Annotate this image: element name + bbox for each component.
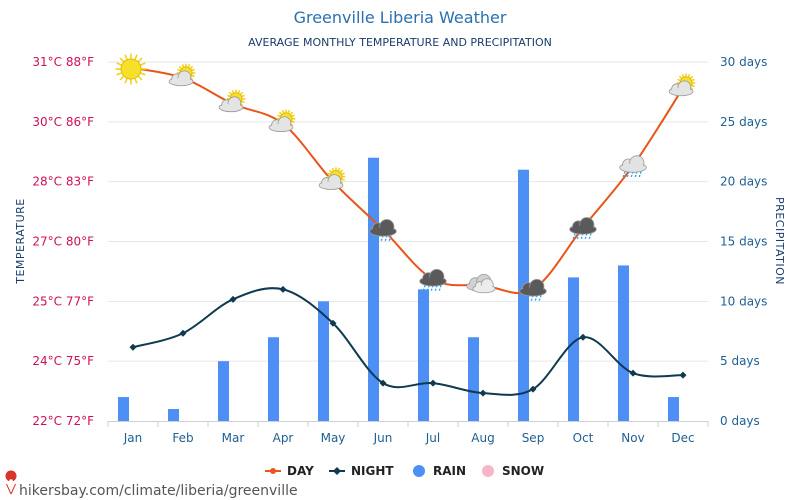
grid-lines — [108, 61, 708, 362]
right-tick-label: 15 days — [720, 235, 767, 249]
night-point — [329, 319, 337, 327]
left-tick-label: 30°C 86°F — [32, 115, 94, 129]
night-point — [679, 371, 687, 379]
day-series-line — [132, 67, 684, 295]
rain-bar — [468, 337, 479, 421]
rain-bar — [668, 397, 679, 421]
x-tick-label: Feb — [172, 431, 193, 445]
weather-icons — [115, 53, 696, 302]
x-tick-label: Dec — [671, 431, 694, 445]
rain-cloud-icon — [369, 219, 397, 242]
chart-title: Greenville Liberia Weather — [294, 8, 507, 27]
rain-bar — [268, 337, 279, 421]
x-tick-label: Oct — [573, 431, 594, 445]
rain-bar — [618, 265, 629, 421]
legend-item-night[interactable]: NIGHT — [329, 464, 394, 478]
partly-cloudy-icon — [168, 63, 196, 87]
temperature-lines — [129, 64, 687, 397]
night-point — [529, 385, 537, 393]
right-tick-label: 5 days — [720, 354, 760, 368]
night-series-line — [132, 287, 684, 396]
rain-bar — [568, 277, 579, 421]
footer-url: hikersbay.com/climate/liberia/greenville — [19, 483, 298, 499]
rain-bar — [168, 409, 179, 421]
legend-label: SNOW — [502, 464, 544, 478]
legend-label: RAIN — [433, 464, 466, 478]
x-tick-label: Nov — [621, 431, 644, 445]
right-axis-ticks: 0 days 5 days 10 days 15 days 20 days 25 days… — [720, 55, 767, 428]
night-point — [429, 379, 437, 387]
left-tick-label: 27°C 80°F — [32, 235, 94, 249]
legend: DAY NIGHT RAIN SNOW — [265, 464, 544, 478]
cloudy-icon — [466, 273, 496, 294]
sun-icon — [115, 53, 147, 85]
left-tick-label: 25°C 77°F — [32, 294, 94, 308]
left-tick-label: 28°C 83°F — [32, 175, 94, 189]
night-point — [129, 343, 137, 351]
right-axis-label: PRECIPITATION — [773, 197, 786, 285]
x-axis: Jan Feb Mar Apr May Jun Jul Aug Sep Oct Nov Dec — [107, 421, 709, 445]
legend-label: DAY — [287, 464, 314, 478]
legend-item-rain[interactable]: RAIN — [413, 464, 466, 478]
location-pin-icon — [5, 470, 17, 495]
location-pin-dot — [9, 479, 13, 483]
rain-bar — [368, 157, 379, 421]
rain-bar — [118, 397, 129, 421]
rain-bar — [218, 361, 229, 421]
x-tick-label: Mar — [222, 431, 245, 445]
legend-item-day[interactable]: DAY — [265, 464, 314, 478]
right-tick-label: 10 days — [720, 294, 767, 308]
night-point — [629, 369, 637, 377]
right-tick-label: 0 days — [720, 414, 760, 428]
x-tick-label: May — [321, 431, 346, 445]
partly-cloudy-icon — [218, 89, 246, 113]
left-axis-label: TEMPERATURE — [14, 198, 27, 284]
night-point — [279, 285, 287, 293]
x-tick-label: Sep — [522, 431, 545, 445]
right-tick-label: 25 days — [720, 115, 767, 129]
left-tick-label: 24°C 75°F — [32, 354, 94, 368]
left-tick-label: 31°C 88°F — [32, 55, 94, 69]
rain-cloud-icon — [569, 217, 597, 240]
legend-item-snow[interactable]: SNOW — [482, 464, 544, 478]
right-tick-label: 20 days — [720, 175, 767, 189]
x-tick-label: Jul — [425, 431, 440, 445]
night-point — [179, 329, 187, 337]
footer: hikersbay.com/climate/liberia/greenville — [5, 470, 298, 499]
left-axis-ticks: 22°C 72°F 24°C 75°F 25°C 77°F 27°C 80°F 28°C… — [32, 55, 94, 428]
rain-bar — [318, 301, 329, 421]
x-tick-label: Apr — [273, 431, 294, 445]
rain-bar — [518, 169, 529, 421]
chart-subtitle: AVERAGE MONTHLY TEMPERATURE AND PRECIPIT… — [248, 36, 552, 49]
x-tick-label: Jun — [373, 431, 393, 445]
night-point — [379, 379, 387, 387]
night-point — [579, 333, 587, 341]
partly-cloudy-icon — [268, 109, 296, 133]
partly-cloudy-icon — [318, 167, 346, 190]
rain-bars — [118, 157, 679, 421]
night-point — [479, 389, 487, 397]
right-tick-label: 30 days — [720, 55, 767, 69]
rain-bar — [418, 289, 429, 421]
night-point — [229, 295, 237, 303]
partly-cloudy-icon — [668, 73, 696, 97]
left-tick-label: 22°C 72°F — [32, 414, 94, 428]
rain-cloud-icon — [519, 278, 547, 302]
x-tick-label: Jan — [123, 431, 143, 445]
light-rain-icon — [619, 155, 647, 178]
legend-label: NIGHT — [351, 464, 394, 478]
rain-cloud-icon — [419, 268, 447, 292]
x-tick-label: Aug — [471, 431, 494, 445]
